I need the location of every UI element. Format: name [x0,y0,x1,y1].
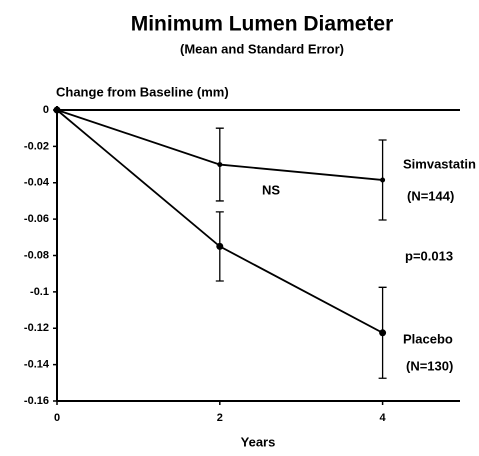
point [217,162,223,168]
y-tick-label: -0.14 [24,359,50,371]
annotation: NS [262,182,280,197]
x-tick-label: 0 [54,412,60,424]
point [380,177,386,183]
chart-subtitle: (Mean and Standard Error) [180,41,344,56]
point [379,329,387,337]
annotation: (N=144) [407,188,454,203]
x-tick-label: 2 [217,412,223,424]
point [53,106,61,114]
y-tick-label: -0.12 [24,322,49,334]
annotation: p=0.013 [405,248,453,263]
y-tick-label: -0.16 [24,395,49,407]
x-axis-label: Years [241,434,276,449]
y-tick-label: -0.1 [30,286,49,298]
y-tick-label: 0 [43,104,49,116]
y-tick-label: -0.02 [24,140,49,152]
chart-title: Minimum Lumen Diameter [131,13,394,36]
series-label: Placebo [403,331,453,346]
y-tick-label: -0.08 [24,249,49,261]
y-tick-label: -0.04 [24,177,50,189]
series-label: Simvastatin [403,156,476,171]
y-axis-label: Change from Baseline (mm) [56,84,229,99]
point [216,242,224,250]
annotation: (N=130) [406,358,453,373]
y-tick-label: -0.06 [24,213,49,225]
x-tick-label: 4 [380,412,387,424]
